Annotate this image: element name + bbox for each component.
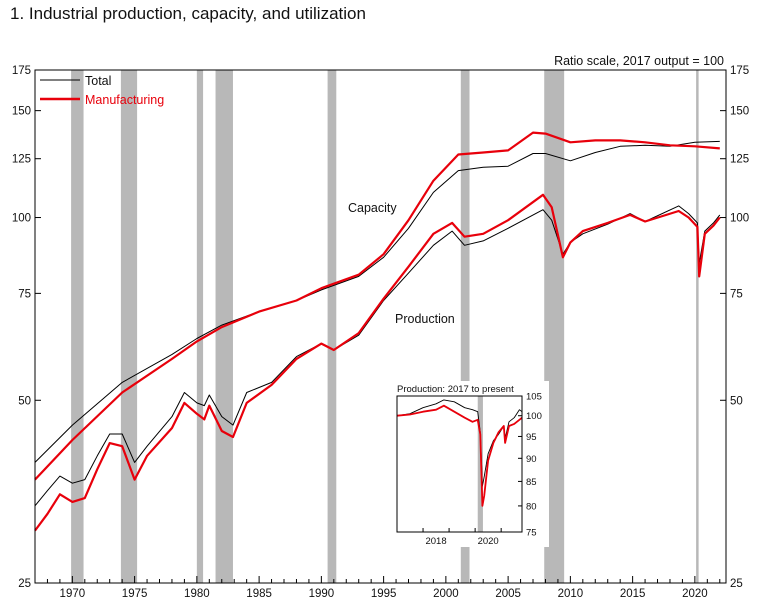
- manufacturing-production-line: [34, 193, 721, 532]
- plot-frame: [34, 69, 727, 584]
- y-tick-label-left-100: 100: [12, 213, 31, 225]
- x-tick-label-1980: 1980: [184, 588, 210, 600]
- y-tick-label-right-100: 100: [730, 213, 749, 225]
- y-tick-label-left-75: 75: [18, 288, 31, 300]
- legend-manufacturing-label: Manufacturing: [85, 93, 164, 107]
- recession-band-5: [460, 70, 470, 583]
- x-tick-label-1990: 1990: [309, 588, 335, 600]
- x-tick-label-1975: 1975: [122, 588, 148, 600]
- y-tick-label-left-150: 150: [12, 106, 31, 118]
- scale-note: Ratio scale, 2017 output = 100: [554, 54, 724, 68]
- recession-band-1: [120, 70, 138, 583]
- total-production-line: [34, 205, 721, 507]
- legend: Total Manufacturing: [40, 74, 164, 107]
- y-tick-label-right-150: 150: [730, 106, 749, 118]
- inset-y-tick-label-85: 85: [526, 477, 537, 488]
- total-capacity-line: [34, 140, 720, 463]
- legend-total-label: Total: [85, 74, 111, 88]
- x-tick-label-2000: 2000: [433, 588, 459, 600]
- inset-chart: Production: 2017 to present 75 80 85 90 95 100…: [392, 381, 549, 547]
- inset-x-tick-label-2018: 2018: [425, 536, 446, 547]
- x-tick-label-2015: 2015: [620, 588, 646, 600]
- inset-title: Production: 2017 to present: [397, 384, 514, 395]
- y-tick-label-right-75: 75: [730, 288, 743, 300]
- x-tick-label-2010: 2010: [558, 588, 584, 600]
- y-tick-label-right-50: 50: [730, 395, 743, 407]
- x-tick-label-1970: 1970: [60, 588, 86, 600]
- x-tick-label-2005: 2005: [495, 588, 521, 600]
- inset-y-tick-label-90: 90: [526, 454, 537, 465]
- manufacturing-capacity-line: [34, 131, 720, 481]
- x-tick-label-1985: 1985: [246, 588, 272, 600]
- recession-band-6: [544, 70, 565, 583]
- y-tick-label-left-25: 25: [18, 578, 31, 590]
- inset-y-tick-label-95: 95: [526, 432, 537, 443]
- x-tick-label-1995: 1995: [371, 588, 397, 600]
- inset-y-tick-label-105: 105: [526, 392, 542, 403]
- y-tick-label-left-125: 125: [12, 154, 31, 166]
- inset-frame: [396, 395, 523, 533]
- recession-band-2: [196, 70, 204, 583]
- page-title: 1. Industrial production, capacity, and …: [10, 4, 366, 23]
- inset-background: [392, 381, 549, 547]
- recession-band-4: [327, 70, 337, 583]
- inset-manufacturing-line: [396, 404, 523, 507]
- y-tick-label-right-175: 175: [730, 65, 749, 77]
- inset-x-tick-label-2020: 2020: [478, 536, 499, 547]
- production-annotation: Production: [395, 312, 455, 326]
- y-tick-label-left-50: 50: [18, 395, 31, 407]
- y-tick-label-left-175: 175: [12, 65, 31, 77]
- y-tick-label-right-125: 125: [730, 154, 749, 166]
- y-tick-label-right-25: 25: [730, 578, 743, 590]
- inset-y-tick-label-80: 80: [526, 501, 537, 512]
- inset-y-tick-label-75: 75: [526, 528, 537, 539]
- x-tick-label-2020: 2020: [682, 588, 708, 600]
- inset-y-tick-label-100: 100: [526, 411, 542, 422]
- capacity-annotation: Capacity: [348, 201, 397, 215]
- recession-band-7: [696, 70, 699, 583]
- recession-band-0: [71, 70, 84, 583]
